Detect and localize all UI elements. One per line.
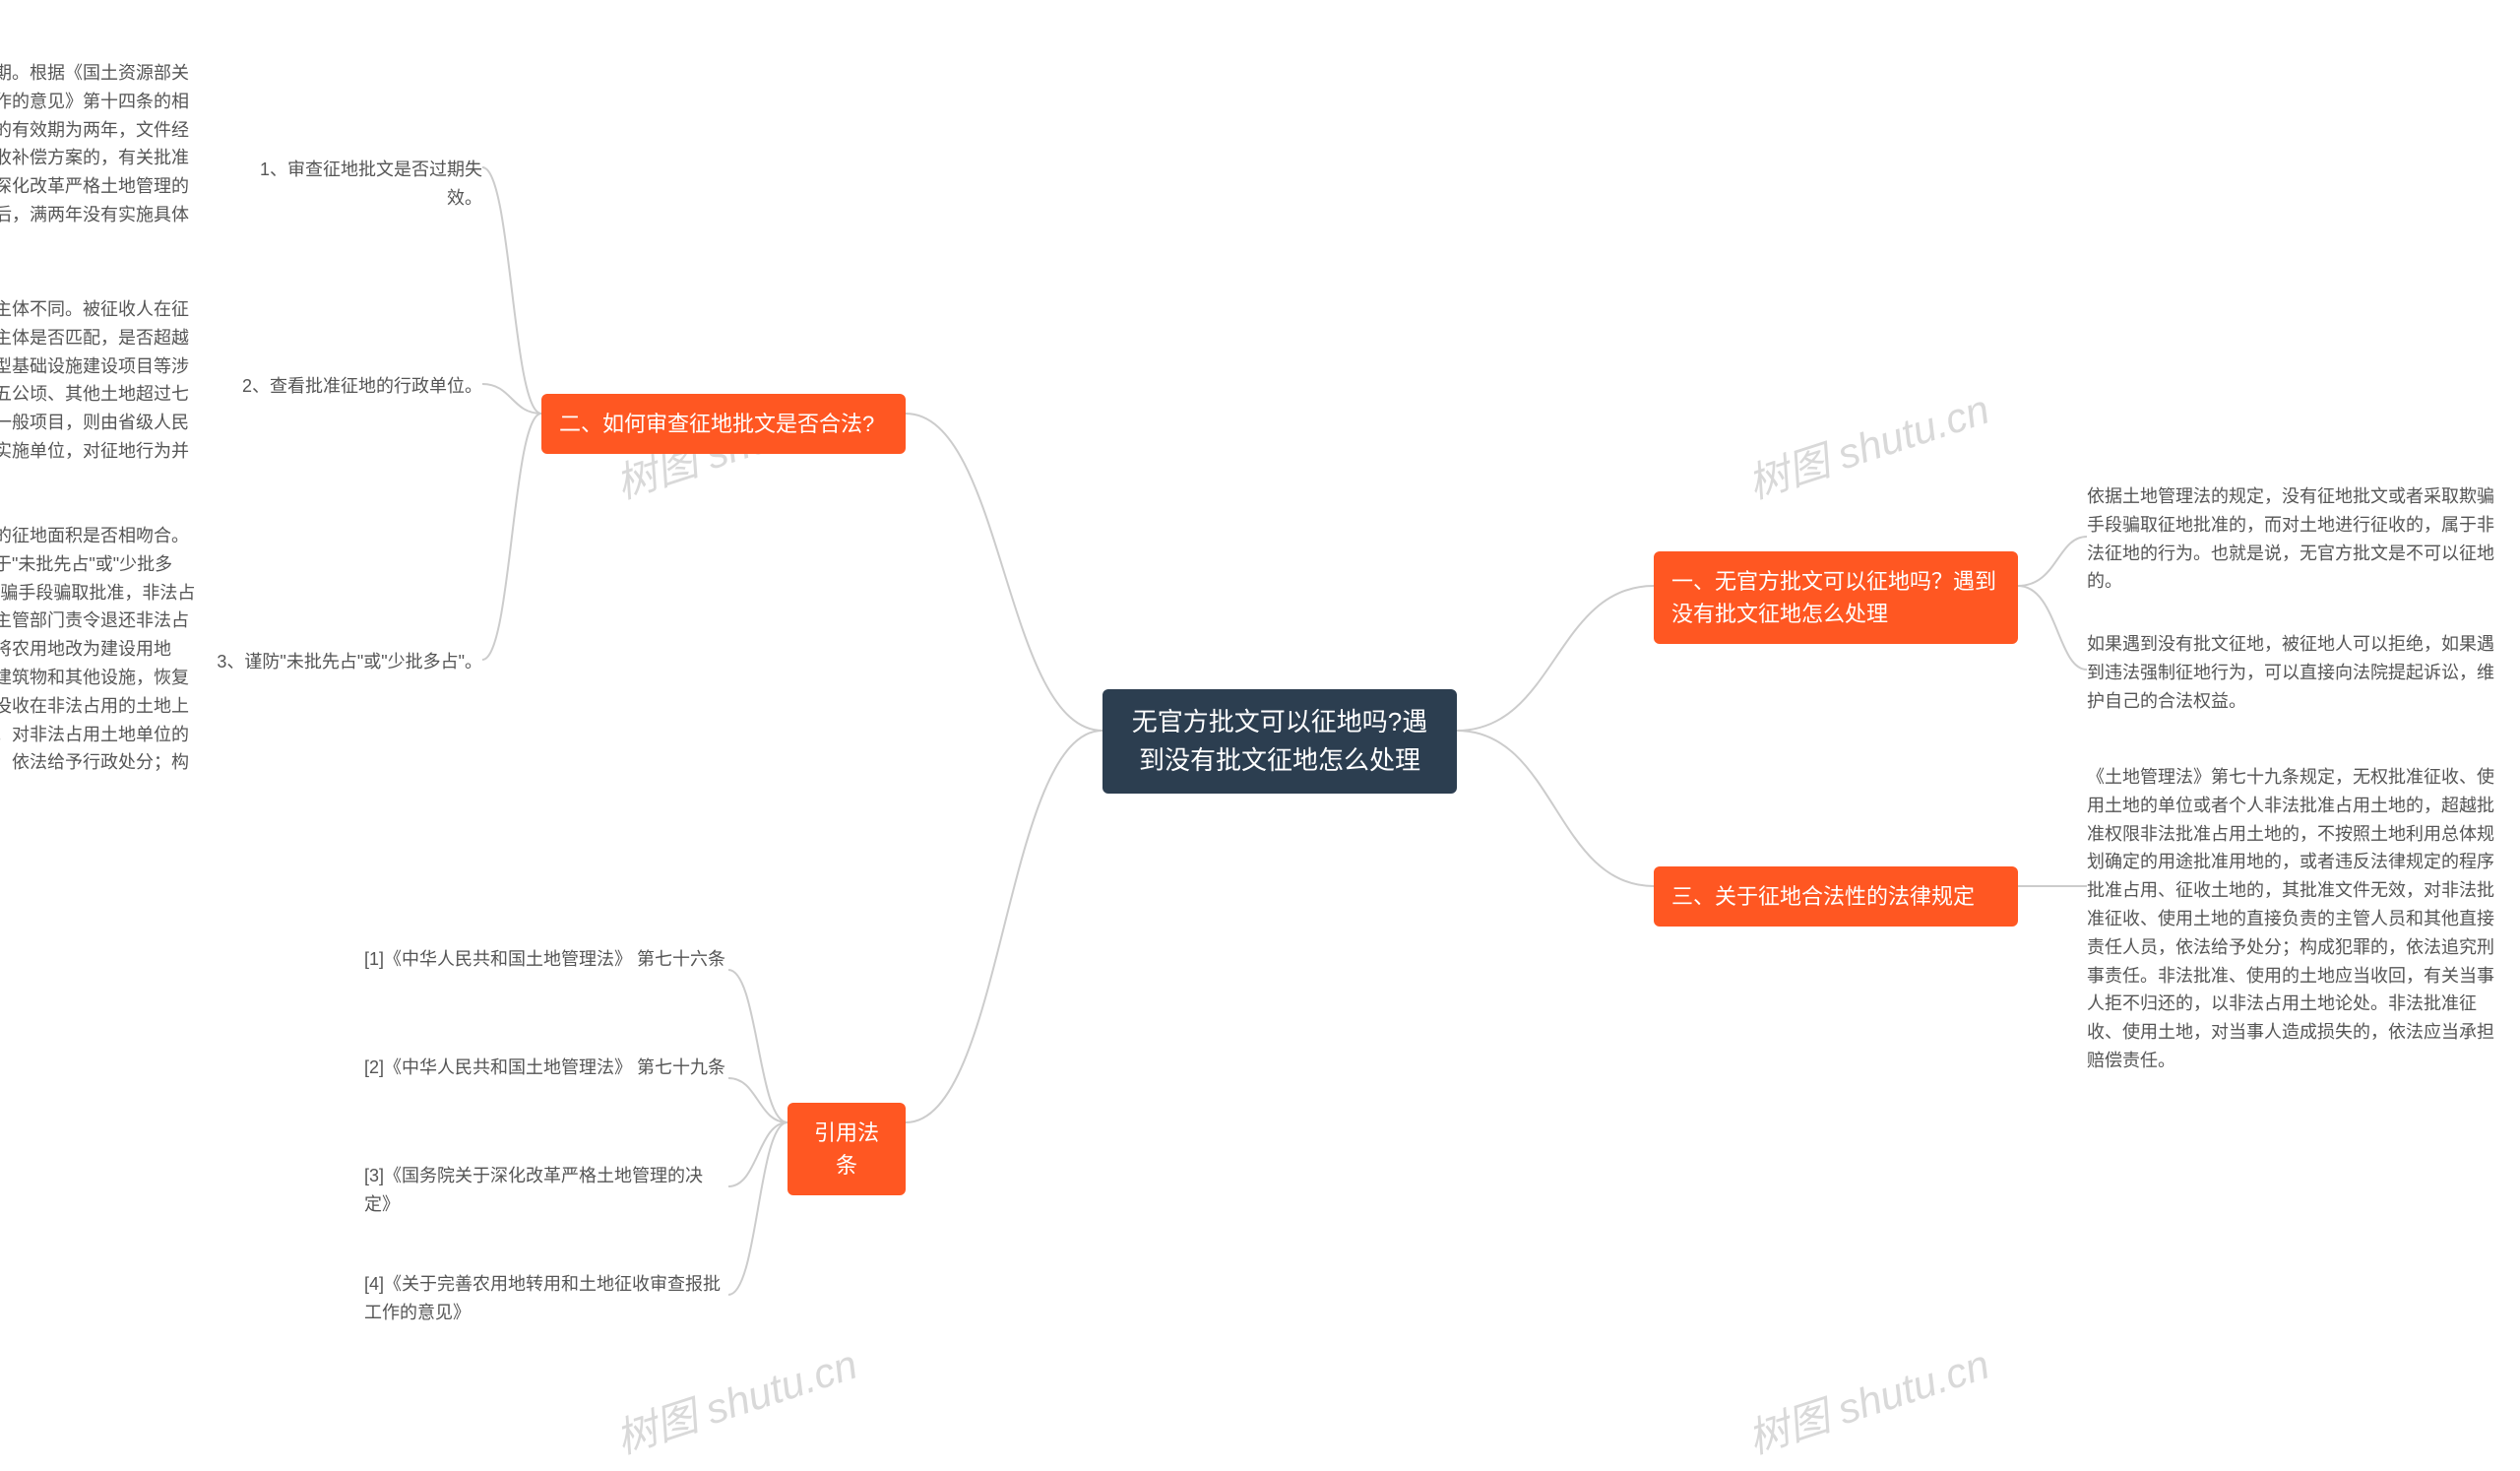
leaf-citation-2: [2]《中华人民共和国土地管理法》 第七十九条 <box>364 1054 728 1082</box>
leaf-section-2-2-label: 2、查看批准征地的行政单位。 <box>226 372 482 401</box>
watermark: 树图 shutu.cn <box>1739 376 1996 511</box>
leaf-section-2-1-label: 1、审查征地批文是否过期失效。 <box>226 156 482 213</box>
leaf-section-2-1-detail: 被征收人应当主动审查征地批文的批准日期。根据《国土资源部关于完善农用地转用和土地… <box>0 59 197 258</box>
leaf-section-2-3-label: 3、谨防"未批先占"或"少批多占"。 <box>197 648 482 676</box>
leaf-section-1-2: 如果遇到没有批文征地，被征地人可以拒绝，如果遇到违法强制征地行为，可以直接向法院… <box>2087 630 2500 715</box>
watermark: 树图 shutu.cn <box>1739 1331 1996 1466</box>
watermark: 树图 shutu.cn <box>607 1331 864 1466</box>
branch-citations[interactable]: 引用法条 <box>788 1103 906 1195</box>
branch-section-2[interactable]: 二、如何审查征地批文是否合法? <box>541 394 906 454</box>
leaf-section-3-1: 《土地管理法》第七十九条规定，无权批准征收、使用土地的单位或者个人非法批准占用土… <box>2087 763 2500 1075</box>
leaf-section-2-2-detail: 根据土地的用途不同，农用地转用审批的主体不同。被征收人在征收过程中，应当严格审查… <box>0 295 197 494</box>
leaf-citation-1: [1]《中华人民共和国土地管理法》 第七十六条 <box>364 945 728 974</box>
root-node[interactable]: 无官方批文可以征地吗?遇到没有批文征地怎么处理 <box>1102 689 1457 794</box>
leaf-citation-3: [3]《国务院关于深化改革严格土地管理的决定》 <box>364 1162 728 1219</box>
branch-section-1[interactable]: 一、无官方批文可以征地吗？遇到没有批文征地怎么处理 <box>1654 551 2018 644</box>
leaf-section-2-3-detail: 被征收人应当审查审批的征地面积和实际的征地面积是否相吻合。《土地管理法》第七十六… <box>0 522 197 805</box>
branch-section-3[interactable]: 三、关于征地合法性的法律规定 <box>1654 866 2018 927</box>
leaf-section-1-1: 依据土地管理法的规定，没有征地批文或者采取欺骗手段骗取征地批准的，而对土地进行征… <box>2087 482 2500 596</box>
leaf-citation-4: [4]《关于完善农用地转用和土地征收审查报批工作的意见》 <box>364 1270 728 1327</box>
